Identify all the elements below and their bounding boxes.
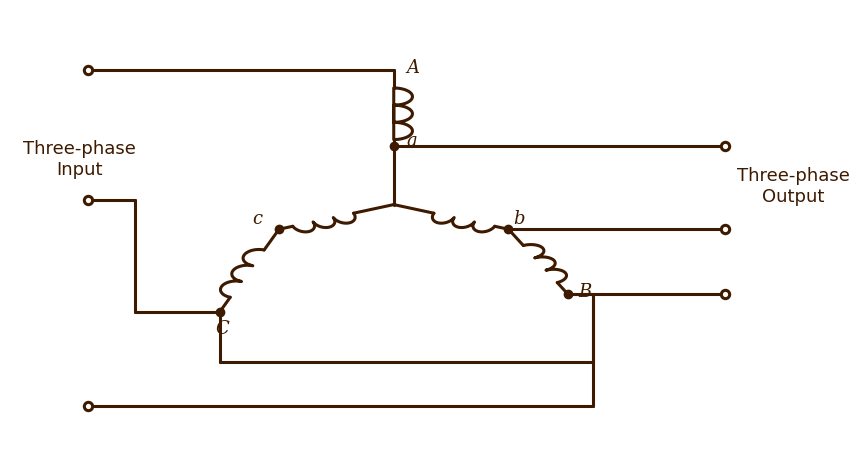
Text: a: a bbox=[407, 132, 417, 150]
Text: C: C bbox=[215, 320, 229, 338]
Text: A: A bbox=[407, 59, 420, 77]
Text: Three-phase
Output: Three-phase Output bbox=[737, 167, 849, 206]
Text: B: B bbox=[578, 283, 592, 301]
Text: b: b bbox=[513, 210, 524, 228]
Text: c: c bbox=[252, 210, 262, 228]
Text: Three-phase
Input: Three-phase Input bbox=[22, 140, 136, 179]
